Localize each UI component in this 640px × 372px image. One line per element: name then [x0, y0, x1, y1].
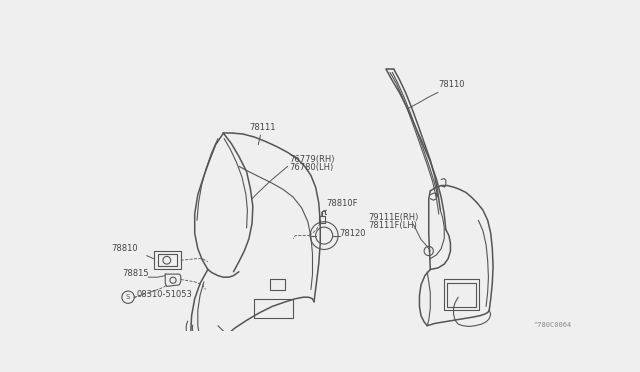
Text: 78815: 78815: [123, 269, 149, 278]
Text: 08310-51053: 08310-51053: [136, 290, 193, 299]
Text: S: S: [126, 294, 130, 300]
Text: 79111E(RH): 79111E(RH): [368, 213, 419, 222]
Text: 78810F: 78810F: [326, 199, 358, 208]
Text: 78120: 78120: [340, 229, 366, 238]
Text: ^780C0064: ^780C0064: [534, 322, 572, 328]
Text: 78111F(LH): 78111F(LH): [368, 221, 417, 230]
Text: 76779(RH): 76779(RH): [289, 155, 335, 164]
Text: 78111: 78111: [249, 123, 275, 145]
Text: 78110: 78110: [438, 80, 465, 89]
Text: 76780(LH): 76780(LH): [289, 163, 333, 172]
Text: 78810: 78810: [111, 244, 138, 253]
